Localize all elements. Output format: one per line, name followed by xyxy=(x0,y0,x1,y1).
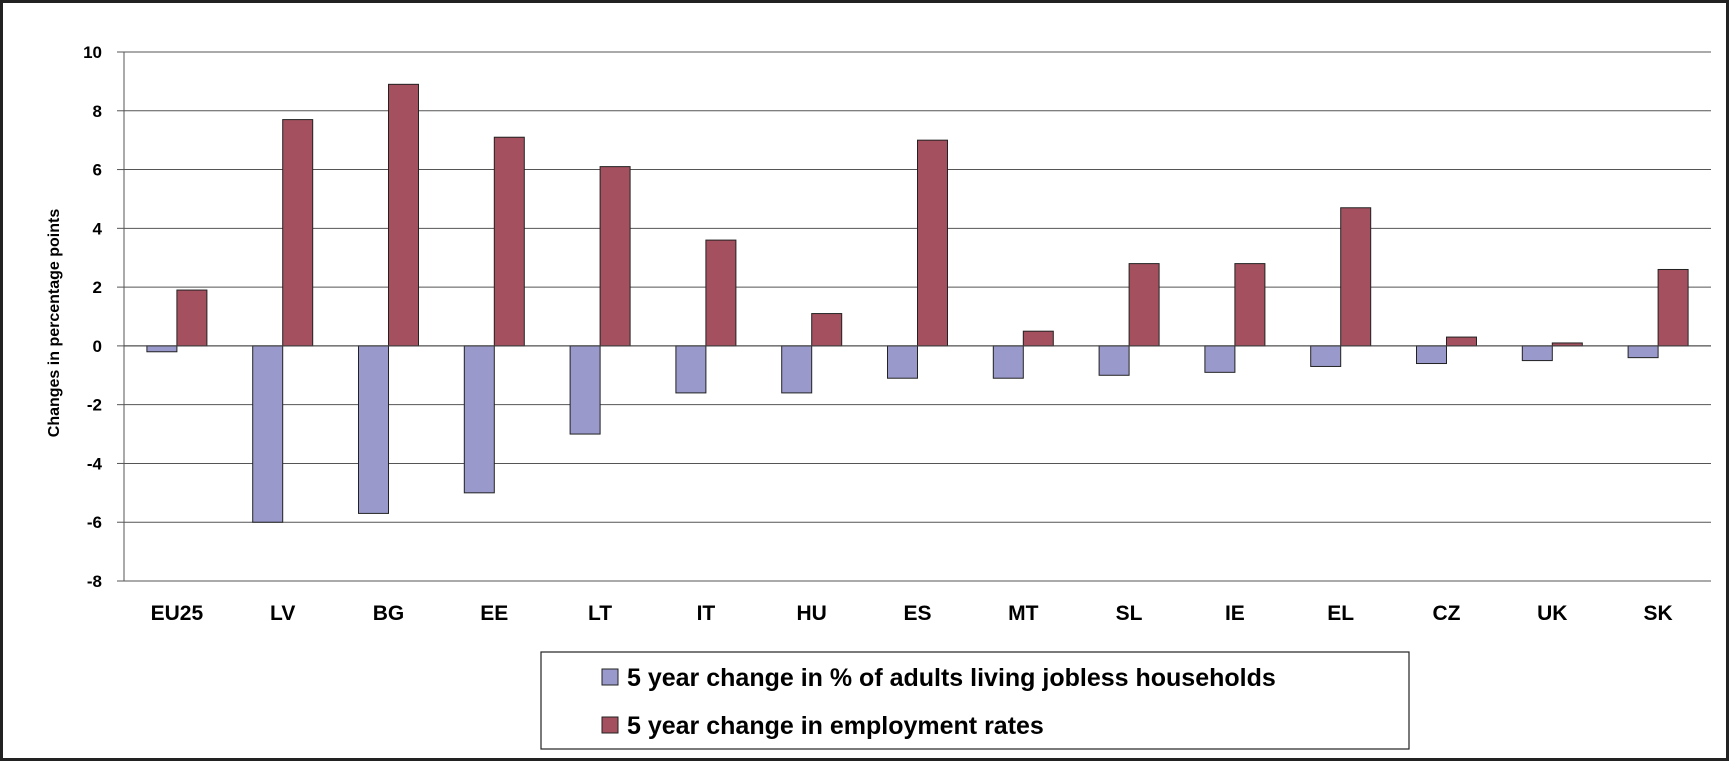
y-tick-label: 0 xyxy=(93,337,102,356)
x-category-label: ES xyxy=(903,602,931,625)
y-tick-label: -2 xyxy=(87,396,102,415)
legend-box xyxy=(540,651,1410,750)
x-category-label: MT xyxy=(1008,602,1038,625)
bar-jobless-el xyxy=(1310,345,1342,367)
y-tick-label: -6 xyxy=(87,513,102,532)
x-category-label: HU xyxy=(797,602,827,625)
bar-jobless-uk xyxy=(1521,345,1553,362)
bar-employment-eu25 xyxy=(176,289,208,347)
legend-swatch-jobless xyxy=(601,668,619,686)
bar-employment-bg xyxy=(388,83,419,347)
x-category-label: SK xyxy=(1644,602,1673,625)
bar-employment-hu xyxy=(811,313,843,347)
legend-label-jobless: 5 year change in % of adults living jobl… xyxy=(627,664,1276,692)
x-category-label: SL xyxy=(1116,602,1143,625)
bar-jobless-cz xyxy=(1416,345,1447,365)
y-axis-title: Changes in percentage points xyxy=(46,209,63,438)
bar-jobless-sk xyxy=(1627,345,1659,359)
y-tick-label: 8 xyxy=(93,102,102,121)
x-category-label: EL xyxy=(1327,602,1354,625)
bar-employment-es xyxy=(917,139,948,347)
bar-jobless-bg xyxy=(358,345,389,514)
x-category-label: BG xyxy=(373,602,405,625)
y-tick-label: -4 xyxy=(87,454,103,473)
bar-employment-el xyxy=(1340,207,1372,347)
x-category-label: LT xyxy=(588,602,612,625)
legend-label-employment: 5 year change in employment rates xyxy=(627,712,1044,740)
x-category-label: LV xyxy=(270,602,295,625)
y-axis: 10 8 6 4 2 0 -2 -4 -6 -8 xyxy=(83,43,125,591)
bar-jobless-ie xyxy=(1204,345,1236,373)
x-category-label: CZ xyxy=(1433,602,1461,625)
bar-employment-it xyxy=(705,239,737,347)
bars xyxy=(124,83,1711,523)
bar-jobless-sl xyxy=(1098,345,1130,376)
category-labels: EU25 LV BG EE LT IT HU ES MT SL IE EL CZ UK SK xyxy=(151,602,1673,625)
x-category-label: EE xyxy=(480,602,508,625)
bar-jobless-mt xyxy=(992,345,1024,379)
x-category-label: EU25 xyxy=(151,602,204,625)
y-tick-label: 2 xyxy=(93,278,102,297)
bar-employment-lt xyxy=(599,166,631,347)
y-tick-label: 6 xyxy=(93,161,102,180)
bar-jobless-eu25 xyxy=(146,345,178,353)
x-category-label: IT xyxy=(697,602,716,625)
x-category-label: IE xyxy=(1225,602,1245,625)
legend: 5 year change in % of adults living jobl… xyxy=(540,651,1410,750)
bar-jobless-ee xyxy=(463,345,495,494)
bar-employment-sl xyxy=(1128,263,1160,347)
bar-employment-cz xyxy=(1446,336,1477,347)
bar-jobless-lt xyxy=(569,345,601,435)
bar-employment-lv xyxy=(282,119,314,347)
bar-jobless-it xyxy=(675,345,707,394)
y-tick-label: -8 xyxy=(87,572,102,591)
x-category-label: UK xyxy=(1537,602,1567,625)
chart-svg: 10 8 6 4 2 0 -2 -4 -6 -8 EU25 LV BG EE LT IT HU ES MT SL IE… xyxy=(46,43,1711,750)
legend-swatch-employment xyxy=(601,716,619,734)
bar-jobless-es xyxy=(887,345,918,379)
bar-employment-sk xyxy=(1657,268,1689,347)
y-tick-label: 4 xyxy=(93,219,103,238)
bar-employment-ie xyxy=(1234,263,1266,347)
y-tick-label: 10 xyxy=(83,43,102,62)
bar-employment-ee xyxy=(493,136,525,347)
bar-employment-mt xyxy=(1022,330,1054,347)
bar-jobless-hu xyxy=(781,345,813,394)
bar-jobless-lv xyxy=(252,345,284,523)
